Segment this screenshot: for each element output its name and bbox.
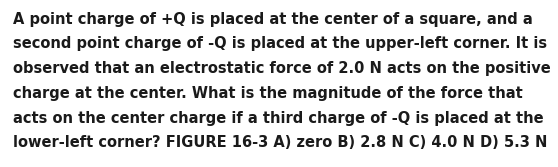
Text: observed that an electrostatic force of 2.0 N acts on the positive: observed that an electrostatic force of …: [13, 61, 551, 76]
Text: A point charge of +Q is placed at the center of a square, and a: A point charge of +Q is placed at the ce…: [13, 12, 533, 27]
Text: acts on the center charge if a third charge of -Q is placed at the: acts on the center charge if a third cha…: [13, 111, 543, 126]
Text: charge at the center. What is the magnitude of the force that: charge at the center. What is the magnit…: [13, 86, 523, 101]
Text: lower-left corner? FIGURE 16-3 A) zero B) 2.8 N C) 4.0 N D) 5.3 N: lower-left corner? FIGURE 16-3 A) zero B…: [13, 135, 547, 150]
Text: second point charge of -Q is placed at the upper-left corner. It is: second point charge of -Q is placed at t…: [13, 36, 547, 51]
